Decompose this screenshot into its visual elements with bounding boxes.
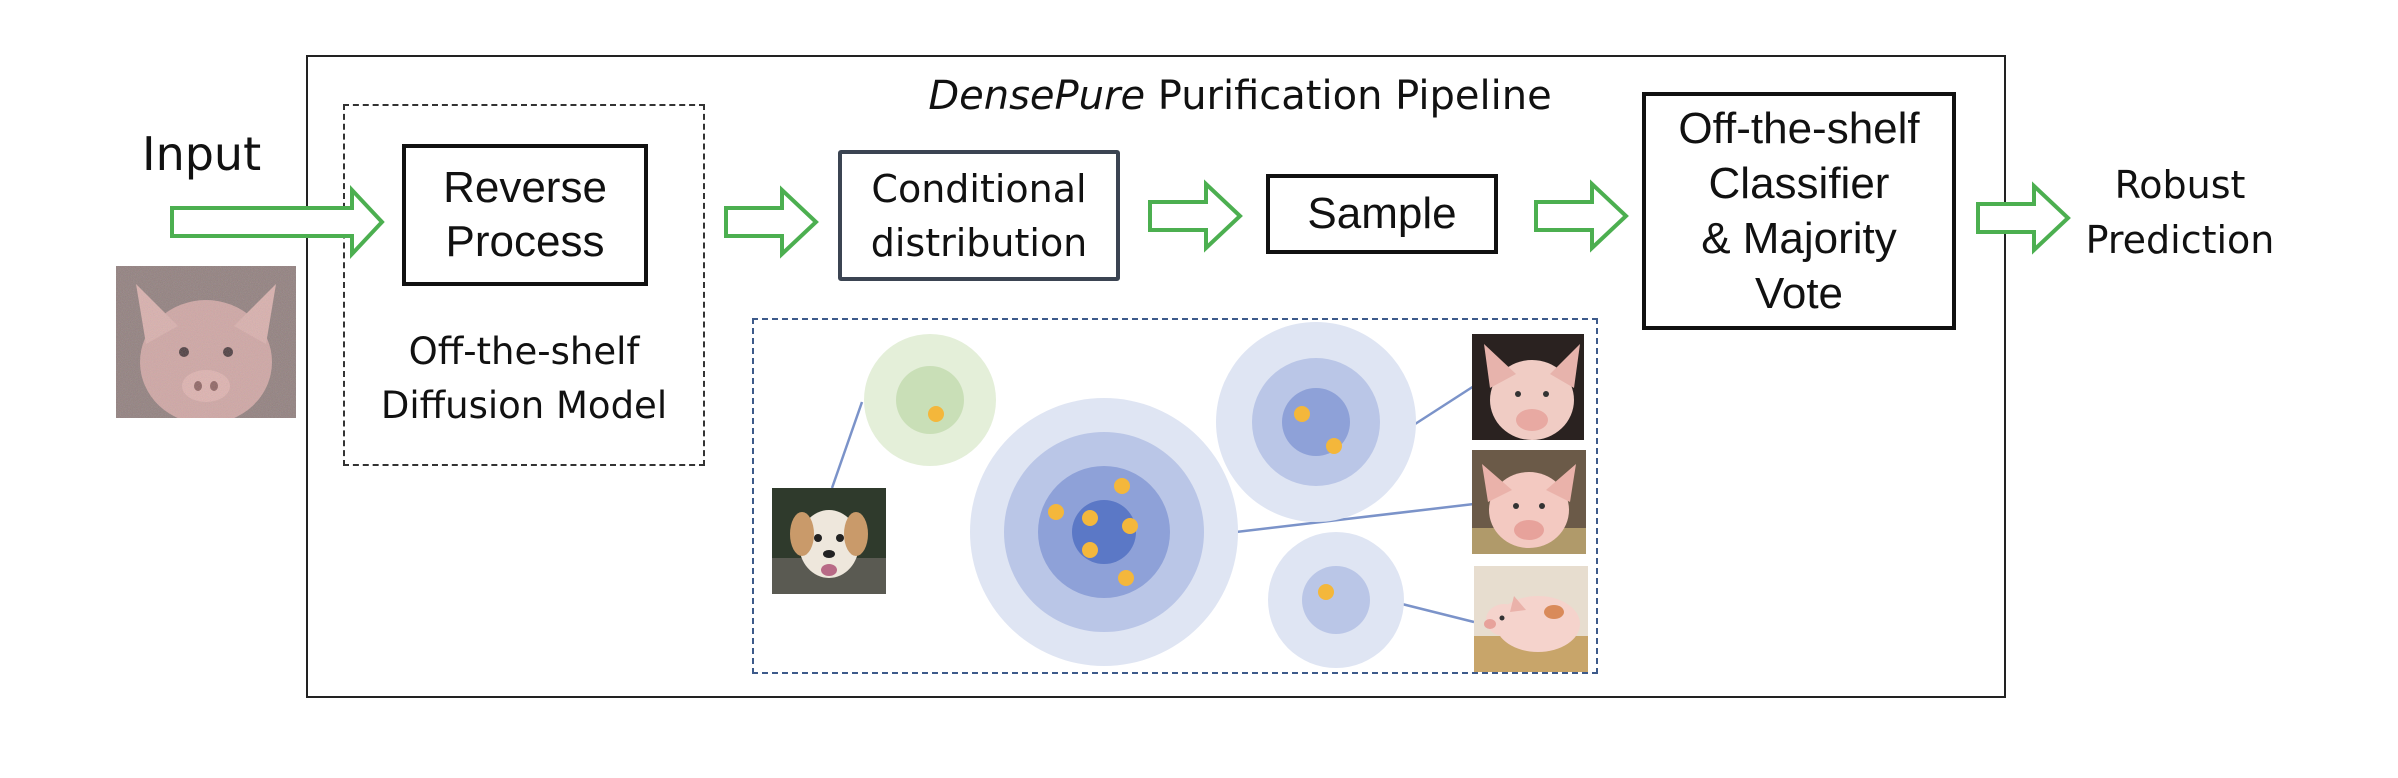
sample-box: Sample (1266, 174, 1498, 254)
pig-3-illustration (1474, 566, 1588, 672)
distribution-panel (752, 318, 1598, 674)
pig-1-illustration (1472, 334, 1584, 440)
input-pig-illustration (116, 266, 296, 418)
reverse-process-line1: Reverse (443, 163, 607, 212)
pig-2-illustration (1472, 450, 1586, 554)
robust-line2: Prediction (2085, 218, 2275, 262)
reverse-process-box: Reverse Process (402, 144, 648, 286)
robust-prediction-label: Robust Prediction (2070, 158, 2290, 268)
diffusion-caption-line1: Off-the-shelf (408, 330, 640, 373)
diffusion-caption-line2: Diffusion Model (380, 384, 668, 427)
reverse-process-line2: Process (445, 217, 605, 266)
classifier-line2: Classifier (1708, 159, 1890, 208)
pipeline-title-italic: DensePure (928, 73, 1146, 119)
classifier-box: Off-the-shelf Classifier & Majority Vote (1642, 92, 1956, 330)
robust-line1: Robust (2114, 163, 2246, 207)
classifier-line3: & Majority (1701, 214, 1897, 263)
conditional-line2: distribution (870, 220, 1088, 265)
sample-label: Sample (1307, 189, 1457, 238)
classifier-line1: Off-the-shelf (1678, 104, 1920, 153)
conditional-line1: Conditional (871, 166, 1087, 211)
pipeline-title-rest: Purification Pipeline (1145, 73, 1552, 119)
pig-image-1 (1472, 334, 1584, 440)
pig-image-2 (1472, 450, 1586, 554)
dog-illustration (772, 488, 886, 594)
input-image (116, 266, 296, 418)
classifier-line4: Vote (1754, 269, 1844, 318)
pig-image-3 (1474, 566, 1588, 672)
diffusion-model-caption: Off-the-shelf Diffusion Model (343, 324, 705, 434)
diffusion-model-box (343, 104, 705, 466)
conditional-distribution-box: Conditional distribution (838, 150, 1120, 281)
input-label: Input (142, 127, 262, 181)
pipeline-frame (306, 55, 2006, 698)
pipeline-title: DensePure Purification Pipeline (880, 66, 1600, 126)
dog-image (772, 488, 886, 594)
